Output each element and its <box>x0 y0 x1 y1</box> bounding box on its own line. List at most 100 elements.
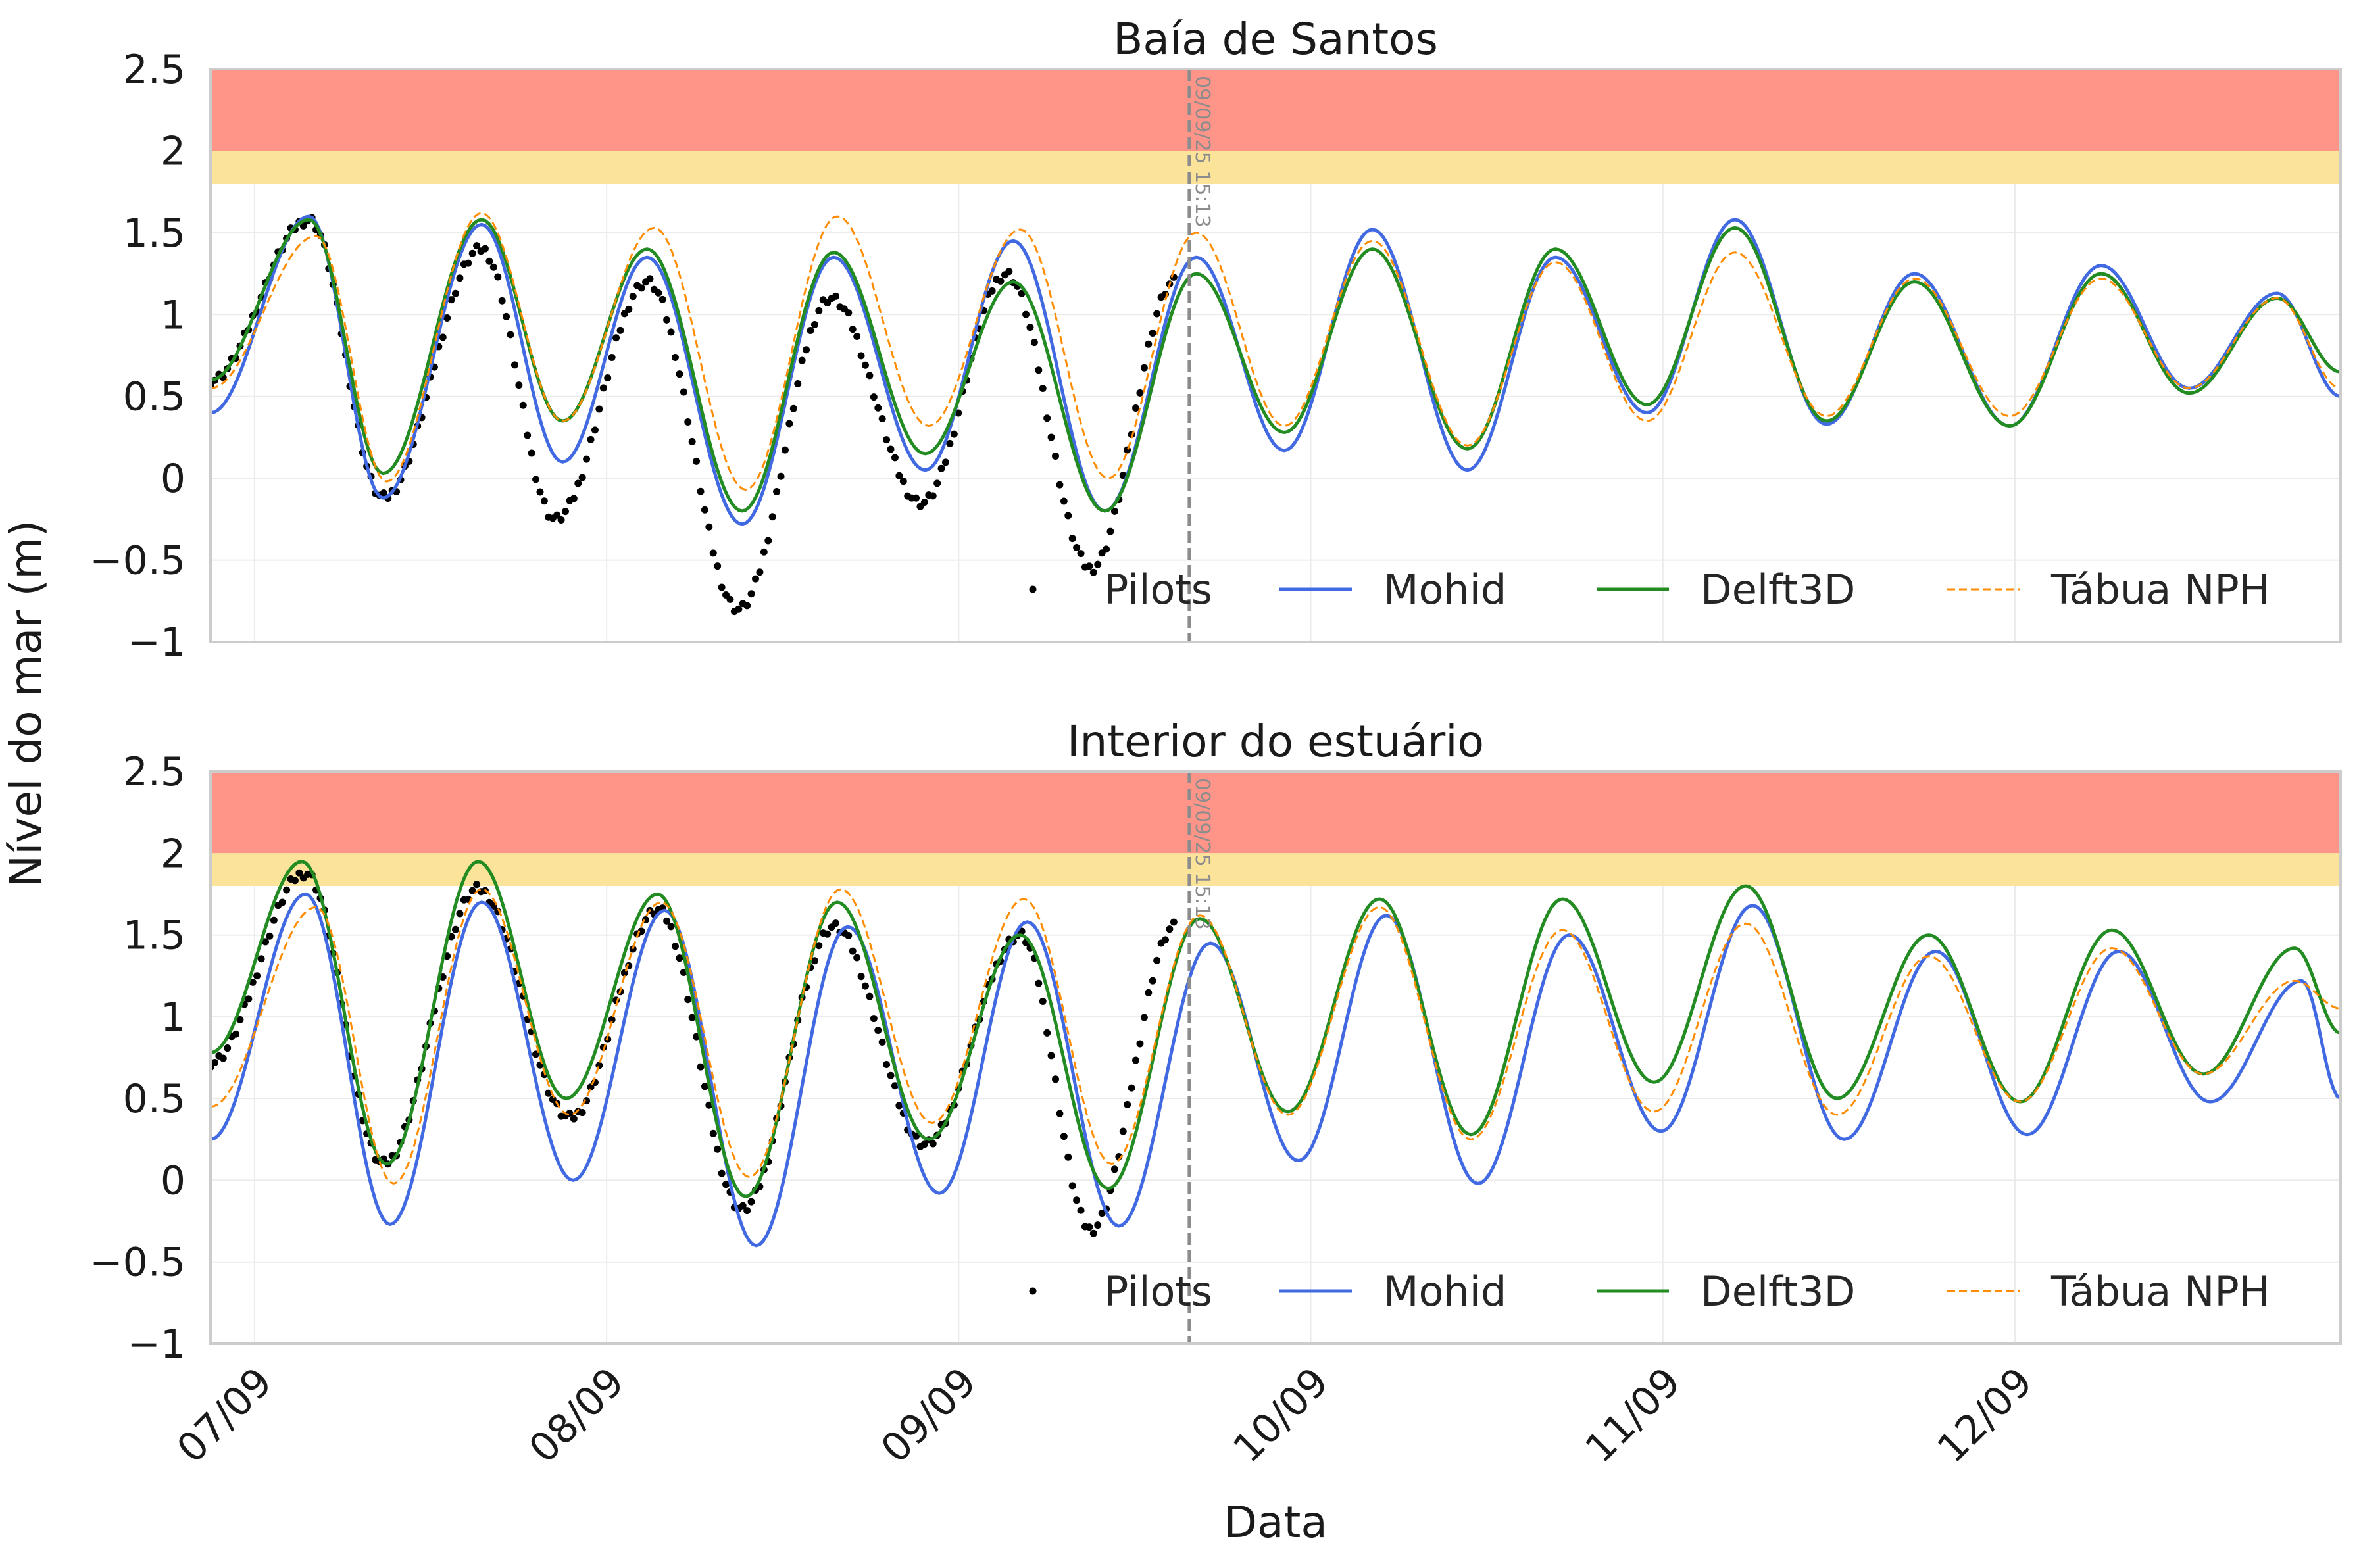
pilots-point <box>866 372 874 380</box>
pilots-point <box>735 605 743 613</box>
pilots-point <box>1085 1223 1093 1231</box>
pilots-point <box>468 887 476 894</box>
x-axis-title: Data <box>1224 1497 1328 1548</box>
pilots-point <box>1136 1040 1144 1048</box>
pilots-point <box>883 436 891 444</box>
pilots-point <box>1085 562 1093 570</box>
pilots-point <box>625 305 633 313</box>
y-tick-label: 2.5 <box>123 47 186 93</box>
legend-label: Delft3D <box>1701 1267 1855 1315</box>
pilots-point <box>663 316 671 324</box>
pilots-point <box>810 320 818 328</box>
pilots-point <box>1051 453 1059 460</box>
pilots-point <box>1106 527 1114 535</box>
pilots-point <box>291 877 299 885</box>
pilots-point <box>676 954 683 962</box>
pilots-point <box>777 472 785 480</box>
panel-baia-de-santos: Baía de Santos 09/09/25 15:13 2.5 2 1.5 1 0.5… <box>89 14 2342 666</box>
pilots-point <box>861 361 869 369</box>
pilots-point <box>870 1015 878 1023</box>
pilots-point <box>887 1071 895 1079</box>
pilots-point <box>1149 977 1156 985</box>
pilots-point <box>211 1059 218 1067</box>
pilots-point <box>671 353 679 361</box>
pilots-point <box>224 1044 232 1052</box>
y-tick-label: 2.5 <box>123 749 186 795</box>
pilots-point <box>283 886 291 894</box>
x-tick-label: 07/09 <box>168 1359 282 1472</box>
pilots-point <box>1039 997 1047 1005</box>
pilots-point <box>629 293 637 301</box>
pilots-point <box>912 1132 920 1140</box>
pilots-point <box>832 919 840 927</box>
pilots-point <box>578 1109 586 1117</box>
pilots-point <box>532 476 540 483</box>
pilots-point <box>524 431 532 439</box>
pilots-point <box>489 263 497 271</box>
pilots-point <box>498 297 506 305</box>
pilots-point <box>1103 545 1110 553</box>
y-tick-label: 0.5 <box>123 374 186 420</box>
pilots-point <box>219 1054 227 1062</box>
x-tick-label: 12/09 <box>1929 1359 2042 1472</box>
pilots-point <box>705 1101 713 1109</box>
pilots-point <box>1047 1052 1055 1060</box>
pilots-point <box>1124 1100 1131 1108</box>
pilots-point <box>895 1102 903 1110</box>
pilots-point <box>718 1169 726 1177</box>
pilots-point <box>646 275 654 283</box>
pilots-point <box>1170 918 1178 926</box>
pilots-point <box>937 464 945 472</box>
pilots-point <box>616 326 624 334</box>
pilots-point <box>1153 956 1161 964</box>
x-tick-label: 08/09 <box>520 1359 633 1472</box>
pilots-point <box>1161 936 1169 944</box>
pilots-point <box>722 1181 730 1188</box>
pilots-point <box>832 292 840 300</box>
pilots-point <box>1153 310 1161 318</box>
pilots-point <box>751 575 759 583</box>
pilots-point <box>845 932 853 940</box>
pilots-point <box>1077 550 1085 558</box>
pilots-point <box>747 590 755 598</box>
alert-band-yellow <box>211 853 2341 886</box>
x-tick-label: 09/09 <box>872 1359 985 1472</box>
pilots-point <box>1094 560 1102 568</box>
pilots-point <box>494 273 502 281</box>
pilots-point <box>853 954 861 962</box>
x-tick-label: 11/09 <box>1577 1359 1690 1472</box>
legend-label: Mohid <box>1383 566 1506 614</box>
pilots-point <box>447 296 455 304</box>
series-tabua-line <box>211 212 2341 491</box>
pilots-point <box>473 242 481 250</box>
pilots-point <box>443 314 451 322</box>
pilots-point <box>701 1083 708 1090</box>
pilots-point <box>570 1115 578 1123</box>
pilots-point <box>739 1202 747 1210</box>
pilots-point <box>473 881 481 889</box>
pilots-point <box>608 353 616 361</box>
pilots-point <box>1030 339 1038 347</box>
pilots-point <box>667 923 675 931</box>
y-tick-label: 2 <box>161 128 186 174</box>
pilots-point <box>1035 979 1043 987</box>
pilots-point <box>853 333 861 341</box>
alert-band-red <box>211 69 2341 151</box>
forecast-start-label: 09/09/25 15:13 <box>1191 778 1214 930</box>
pilots-point <box>261 938 269 946</box>
pilots-point <box>1145 989 1153 996</box>
y-axis-title: Nível do mar (m) <box>1 520 51 888</box>
pilots-point <box>608 1016 616 1024</box>
pilots-point <box>1132 1056 1140 1064</box>
pilots-point <box>236 1016 244 1023</box>
series-pilots <box>211 214 1178 616</box>
pilots-point <box>270 916 278 924</box>
x-tick-label: 10/09 <box>1224 1359 1337 1472</box>
pilots-point <box>464 259 472 267</box>
pilots-point <box>726 595 734 603</box>
pilots-point <box>946 439 954 447</box>
pilots-point <box>942 458 950 466</box>
legend-label: Tábua NPH <box>2050 566 2270 614</box>
pilots-point <box>663 917 671 925</box>
pilots-point <box>637 284 645 292</box>
